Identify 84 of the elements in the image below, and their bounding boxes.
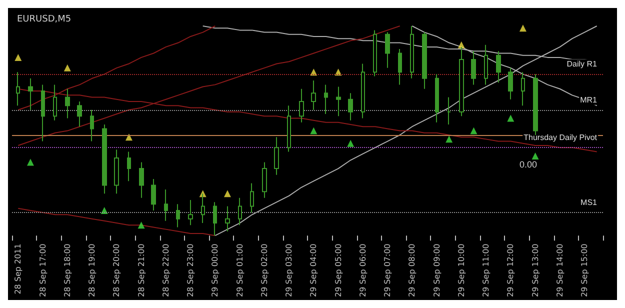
x-tick-label: 29 Sep 10:00 <box>456 244 466 298</box>
candlestick <box>65 88 70 119</box>
x-tick-label: 29 Sep 14:00 <box>555 244 564 298</box>
candlestick <box>90 109 94 142</box>
point <box>446 136 453 143</box>
point <box>125 134 132 141</box>
candlestick <box>361 63 365 119</box>
x-tick-label: 29 Sep 02:00 <box>260 244 269 298</box>
candlestick <box>471 50 476 86</box>
candlestick <box>274 136 279 176</box>
candlestick <box>114 149 119 194</box>
candlestick <box>422 32 427 90</box>
candlestick <box>324 84 328 115</box>
candlestick <box>164 188 168 222</box>
x-tick-label: 28 Sep 22:00 <box>161 244 170 298</box>
point <box>470 127 478 134</box>
x-tick-label: 29 Sep 07:00 <box>383 244 392 298</box>
chart-title: EURUSD,M5 <box>17 14 72 24</box>
candlestick <box>398 48 402 86</box>
candlestick <box>484 44 488 86</box>
candlestick <box>225 206 230 232</box>
candlestick <box>53 84 57 121</box>
candlestick <box>348 92 353 121</box>
x-tick-label: 29 Sep 08:00 <box>408 244 417 298</box>
x-tick-label: 29 Sep 15:00 <box>580 244 590 298</box>
annotation: 0.00 <box>519 159 538 170</box>
point <box>224 190 231 198</box>
x-tick-label: 28 Sep 18:00 <box>62 244 72 298</box>
candlestick <box>336 86 341 117</box>
candlestick <box>188 199 193 226</box>
point <box>532 152 539 160</box>
candlestick <box>496 50 501 84</box>
candlestick <box>102 124 107 194</box>
candlestick <box>521 72 525 106</box>
x-tick-label: 29 Sep 06:00 <box>358 244 368 298</box>
x-tick-label: 29 Sep 12:00 <box>506 244 516 298</box>
candlestick <box>287 105 291 152</box>
candlestick <box>250 182 254 214</box>
x-tick-label: 28 Sep 2011 <box>14 244 23 294</box>
candlestick <box>77 100 82 128</box>
candlestick <box>435 74 439 123</box>
ref-line-label: Thursday Daily Pivot <box>524 133 598 142</box>
candlestick <box>127 151 131 182</box>
x-tick-label: 29 Sep 09:00 <box>432 244 442 298</box>
point <box>310 127 318 134</box>
ref-line-label: Daily R1 <box>566 60 598 69</box>
x-tick-label: 28 Sep 21:00 <box>136 244 146 298</box>
x-tick-label: 29 Sep 03:00 <box>284 244 294 298</box>
candlestick <box>213 202 217 236</box>
candlestick <box>373 30 377 77</box>
candlestick <box>176 204 180 228</box>
ref-line-label: MS1 <box>580 198 598 208</box>
candlestick <box>238 197 242 226</box>
point <box>519 24 526 32</box>
candlestick <box>28 78 33 110</box>
x-tick-label: 29 Sep 11:00 <box>482 244 491 298</box>
x-tick-label: 29 Sep 05:00 <box>334 244 343 298</box>
candlestick <box>508 67 513 100</box>
candlestick <box>262 162 267 198</box>
x-tick-label: 28 Sep 23:00 <box>186 244 196 298</box>
point <box>507 114 514 122</box>
candlestick <box>151 178 156 211</box>
x-tick-label: 29 Sep 04:00 <box>309 244 318 298</box>
candlestick <box>41 84 45 142</box>
x-tick-label: 28 Sep 20:00 <box>112 244 122 298</box>
point <box>138 222 145 229</box>
x-tick-label: 29 Sep 13:00 <box>530 244 540 298</box>
point <box>347 140 354 147</box>
candlestick <box>447 96 451 126</box>
candlestick <box>410 26 414 79</box>
candlestick <box>299 88 304 123</box>
candlestick <box>533 74 538 136</box>
candlestick <box>311 80 316 110</box>
candlestick <box>16 72 20 106</box>
x-tick-label: 28 Sep 19:00 <box>88 244 97 298</box>
x-tick-label: 28 Sep 17:00 <box>38 244 48 298</box>
point <box>64 64 71 72</box>
candlestick <box>385 32 390 68</box>
point <box>458 41 465 48</box>
x-tick-label: 29 Sep 01:00 <box>235 244 244 298</box>
point <box>14 54 22 61</box>
x-tick-label: 29 Sep 00:00 <box>210 244 220 298</box>
point <box>26 158 34 166</box>
candlestick <box>139 162 144 198</box>
